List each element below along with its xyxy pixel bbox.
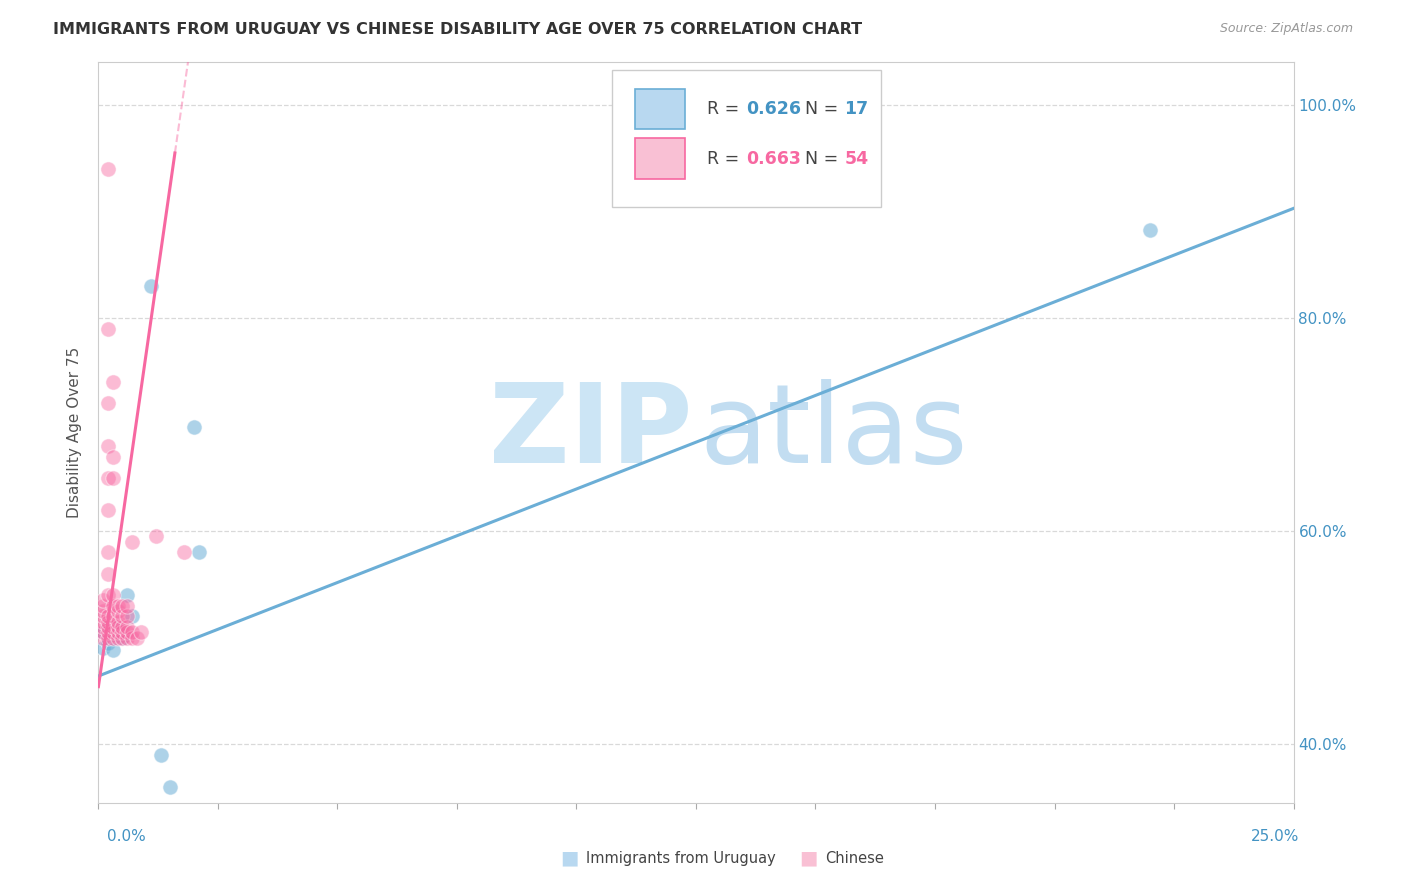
FancyBboxPatch shape xyxy=(636,138,685,179)
Point xyxy=(101,620,124,634)
Point xyxy=(97,636,120,650)
Point xyxy=(139,279,162,293)
Text: 17: 17 xyxy=(844,100,869,118)
Point xyxy=(101,450,124,464)
Point xyxy=(97,396,120,410)
Point xyxy=(101,588,124,602)
Point xyxy=(121,534,143,549)
Text: 0.663: 0.663 xyxy=(747,150,801,168)
Point xyxy=(101,625,124,640)
Text: 0.626: 0.626 xyxy=(747,100,801,118)
Point xyxy=(107,599,129,613)
Point xyxy=(97,620,120,634)
Point xyxy=(121,609,143,624)
Point xyxy=(101,625,124,640)
Point xyxy=(111,625,134,640)
Point xyxy=(121,625,143,640)
Point xyxy=(125,631,148,645)
Point xyxy=(107,625,129,640)
Point xyxy=(149,747,172,762)
Point xyxy=(91,604,114,618)
Text: atlas: atlas xyxy=(700,379,969,486)
Text: 0.0%: 0.0% xyxy=(107,830,146,844)
Y-axis label: Disability Age Over 75: Disability Age Over 75 xyxy=(67,347,83,518)
Point xyxy=(91,593,114,607)
Point xyxy=(91,615,114,629)
Point xyxy=(115,609,138,624)
Point xyxy=(91,631,114,645)
Point xyxy=(101,643,124,657)
Point xyxy=(97,161,120,176)
Text: Chinese: Chinese xyxy=(825,851,884,865)
Point xyxy=(121,631,143,645)
Point xyxy=(91,625,114,640)
Point xyxy=(111,620,134,634)
Point xyxy=(97,471,120,485)
Point xyxy=(97,322,120,336)
Text: IMMIGRANTS FROM URUGUAY VS CHINESE DISABILITY AGE OVER 75 CORRELATION CHART: IMMIGRANTS FROM URUGUAY VS CHINESE DISAB… xyxy=(53,22,862,37)
Point xyxy=(115,625,138,640)
Point xyxy=(111,599,134,613)
Text: 54: 54 xyxy=(844,150,869,168)
Point xyxy=(107,615,129,629)
Point xyxy=(111,631,134,645)
Point xyxy=(101,375,124,389)
Point xyxy=(97,588,120,602)
Point xyxy=(91,620,114,634)
Point xyxy=(173,545,195,559)
Point xyxy=(159,780,181,794)
Point xyxy=(115,631,138,645)
Point xyxy=(91,599,114,613)
Point xyxy=(1139,222,1161,236)
Point xyxy=(97,566,120,581)
Point xyxy=(91,641,114,656)
Point xyxy=(145,529,167,543)
Text: R =: R = xyxy=(707,150,744,168)
Text: ■: ■ xyxy=(560,848,579,868)
Point xyxy=(187,545,209,559)
Point xyxy=(97,545,120,559)
Point xyxy=(107,620,129,634)
Point xyxy=(97,615,120,629)
FancyBboxPatch shape xyxy=(636,88,685,129)
Point xyxy=(107,625,129,640)
Point xyxy=(107,631,129,645)
Point xyxy=(131,625,153,640)
Point xyxy=(115,599,138,613)
Text: N =: N = xyxy=(804,100,844,118)
Point xyxy=(101,471,124,485)
Point xyxy=(101,599,124,613)
Point xyxy=(115,620,138,634)
Point xyxy=(107,604,129,618)
Point xyxy=(91,609,114,624)
Point xyxy=(97,609,120,624)
Point xyxy=(97,503,120,517)
Point xyxy=(183,419,205,434)
Point xyxy=(97,631,120,645)
Point xyxy=(101,609,124,624)
Point xyxy=(111,631,134,645)
Point xyxy=(115,588,138,602)
Text: N =: N = xyxy=(804,150,844,168)
Text: ZIP: ZIP xyxy=(489,379,692,486)
FancyBboxPatch shape xyxy=(613,70,882,207)
Text: 25.0%: 25.0% xyxy=(1251,830,1299,844)
Point xyxy=(107,620,129,634)
Point xyxy=(97,439,120,453)
Text: R =: R = xyxy=(707,100,744,118)
Point xyxy=(97,625,120,640)
Point xyxy=(101,631,124,645)
Text: Source: ZipAtlas.com: Source: ZipAtlas.com xyxy=(1219,22,1353,36)
Text: ■: ■ xyxy=(799,848,818,868)
Point xyxy=(111,609,134,624)
Point xyxy=(97,620,120,634)
Text: Immigrants from Uruguay: Immigrants from Uruguay xyxy=(586,851,776,865)
Point xyxy=(91,625,114,640)
